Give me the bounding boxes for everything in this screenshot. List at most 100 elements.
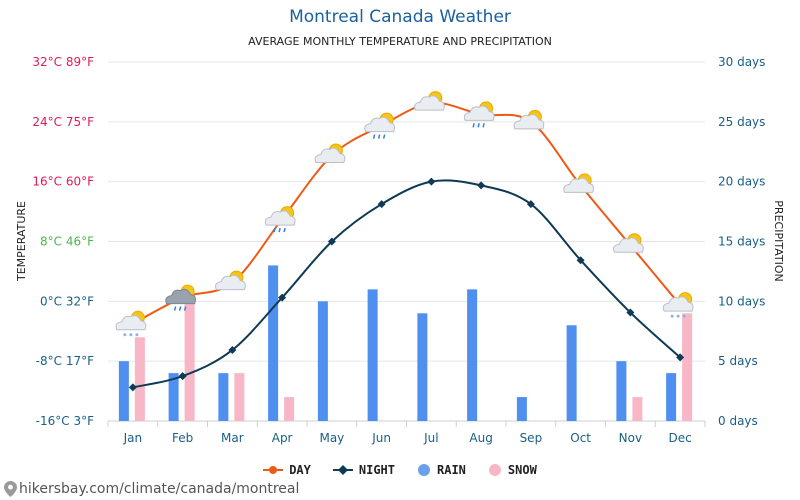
snowflake-icon (129, 333, 133, 337)
legend-item-snow[interactable]: SNOW (488, 463, 537, 477)
weather-icon-rain[interactable] (165, 284, 196, 311)
night-point[interactable] (178, 372, 187, 381)
cloud-icon (662, 296, 694, 312)
rain-bar[interactable] (268, 265, 279, 421)
raindrop-icon (173, 306, 177, 311)
right-tick-label: 30 days (718, 55, 765, 69)
x-tick-label: Oct (570, 431, 591, 445)
x-tick-label: Nov (619, 431, 642, 445)
gridlines (108, 61, 705, 422)
rain-bar[interactable] (616, 361, 627, 421)
cloud-icon (613, 237, 644, 253)
weather-icon-partly-cloudy[interactable] (414, 91, 445, 111)
rain-bar[interactable] (317, 301, 328, 421)
night-point[interactable] (477, 181, 486, 190)
weather-icon-rain[interactable] (264, 206, 296, 233)
x-tick-label: Feb (172, 431, 193, 445)
legend-item-day[interactable]: DAY (263, 463, 311, 477)
rain-bar[interactable] (666, 373, 677, 421)
night-point[interactable] (228, 345, 237, 354)
raindrop-icon (482, 123, 485, 128)
raindrop-icon (278, 227, 281, 233)
weather-icon-rain[interactable] (364, 112, 395, 139)
night-point[interactable] (278, 293, 287, 302)
legend-snow-marker (488, 464, 501, 476)
cloud-icon (115, 314, 147, 331)
weather-icon-partly-cloudy[interactable] (215, 270, 246, 291)
legend-rain-marker (418, 464, 430, 476)
night-point[interactable] (676, 353, 685, 362)
weather-icon-partly-cloudy[interactable] (513, 109, 545, 130)
left-tick-label: 0°C 32°F (40, 294, 94, 308)
raindrop-icon (382, 134, 386, 139)
source-link[interactable]: hikersbay.com/climate/canada/montreal (4, 481, 299, 497)
raindrop-icon (283, 227, 286, 233)
night-point[interactable] (576, 256, 585, 265)
legend-item-rain[interactable]: RAIN (417, 463, 466, 477)
x-tick-label: Apr (272, 431, 293, 445)
location-pin-icon (4, 481, 17, 497)
raindrop-icon (372, 134, 376, 139)
legend: DAY NIGHT RAIN SNOW (0, 463, 800, 477)
night-point[interactable] (526, 200, 535, 209)
snowflake-icon (123, 333, 127, 337)
weather-icon-snow[interactable] (115, 310, 147, 337)
raindrop-icon (178, 306, 182, 311)
rain-bar[interactable] (417, 313, 428, 421)
rain-bar[interactable] (168, 373, 179, 421)
cloud-icon (563, 177, 594, 193)
right-tick-label: 15 days (718, 235, 765, 249)
x-tick-label: Dec (669, 431, 692, 445)
rain-bar[interactable] (218, 373, 229, 421)
snow-bar[interactable] (184, 301, 195, 421)
weather-icon-partly-cloudy[interactable] (563, 173, 594, 193)
cloud-icon (414, 95, 445, 111)
snowflake-icon (676, 314, 680, 318)
chart-subtitle: AVERAGE MONTHLY TEMPERATURE AND PRECIPIT… (248, 35, 552, 48)
x-tick-label: Sep (520, 431, 543, 445)
raindrop-icon (472, 123, 475, 128)
snow-bar[interactable] (682, 313, 693, 421)
raindrop-icon (477, 123, 480, 128)
snowflake-icon (135, 333, 139, 337)
x-tick-label: Jul (423, 431, 438, 445)
chart-title: Montreal Canada Weather (289, 7, 511, 27)
snow-bar[interactable] (134, 337, 145, 421)
legend-night-marker (332, 465, 353, 475)
legend-rain-label: RAIN (437, 463, 466, 477)
rain-bar[interactable] (467, 289, 478, 421)
snow-bar[interactable] (234, 373, 245, 421)
legend-snow-label: SNOW (507, 463, 537, 477)
left-axis-title: TEMPERATURE (15, 201, 28, 282)
right-tick-label: 0 days (718, 414, 758, 428)
right-tick-label: 5 days (718, 354, 758, 368)
legend-item-night[interactable]: NIGHT (332, 463, 395, 477)
night-point[interactable] (626, 308, 635, 317)
night-point[interactable] (377, 200, 386, 209)
cloud-icon (513, 114, 545, 130)
right-tick-label: 25 days (718, 115, 765, 129)
rain-bar[interactable] (367, 289, 378, 421)
snowflake-icon (682, 314, 686, 318)
rain-bar[interactable] (566, 325, 577, 421)
weather-icon-snow[interactable] (662, 292, 694, 318)
legend-day-label: DAY (289, 463, 311, 477)
right-tick-label: 20 days (718, 175, 765, 189)
night-point[interactable] (427, 177, 436, 186)
night-point[interactable] (128, 383, 137, 392)
left-tick-label: 16°C 60°F (32, 175, 94, 189)
snow-bar[interactable] (284, 397, 295, 421)
snow-bar[interactable] (632, 397, 643, 421)
source-url[interactable]: hikersbay.com/climate/canada/montreal (19, 481, 300, 497)
weather-icon-partly-cloudy[interactable] (613, 233, 644, 253)
rain-bar[interactable] (516, 397, 527, 421)
left-tick-label: 24°C 75°F (32, 115, 94, 129)
cloud-icon (215, 274, 246, 291)
weather-icon-rain[interactable] (463, 101, 495, 128)
x-tick-label: Mar (221, 431, 244, 445)
raindrop-icon (273, 227, 276, 233)
rain-bar[interactable] (118, 361, 129, 421)
night-point[interactable] (327, 237, 336, 246)
x-tick-label: May (319, 431, 344, 445)
weather-icon-partly-cloudy[interactable] (314, 143, 346, 163)
